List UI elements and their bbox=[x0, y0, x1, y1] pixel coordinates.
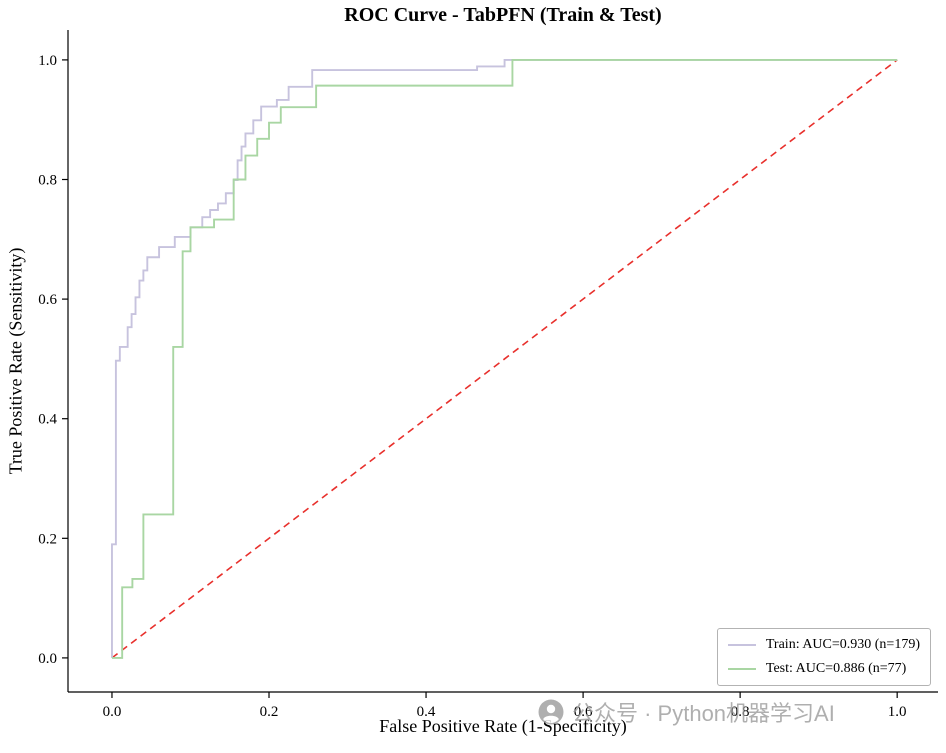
legend-line-sample bbox=[727, 668, 756, 670]
x-tick-label: 0.8 bbox=[731, 704, 750, 720]
legend: Train: AUC=0.930 (n=179) Test: AUC=0.886 … bbox=[716, 628, 931, 686]
watermark-text: 公众号 · Python机器学习AI bbox=[572, 701, 835, 726]
x-tick-label: 0.4 bbox=[417, 704, 436, 720]
y-tick-label: 0.2 bbox=[38, 531, 57, 547]
x-tick-label: 0.6 bbox=[574, 704, 593, 720]
test-roc-curve bbox=[111, 58, 898, 659]
chance-diagonal-line bbox=[111, 59, 898, 659]
y-tick-label: 1.0 bbox=[38, 53, 57, 69]
legend-line-sample bbox=[727, 644, 756, 646]
legend-entry-test: Test: AUC=0.886 (n=77) bbox=[727, 661, 920, 677]
train-roc-curve bbox=[111, 58, 898, 658]
y-tick-label: 0.0 bbox=[38, 651, 57, 667]
x-tick-label: 0.0 bbox=[103, 704, 122, 720]
legend-label: Train: AUC=0.930 (n=179) bbox=[765, 637, 920, 652]
chart-title: ROC Curve - TabPFN (Train & Test) bbox=[344, 4, 662, 26]
wechat-official-account-icon bbox=[538, 699, 564, 725]
y-tick-label: 0.8 bbox=[38, 173, 57, 189]
legend-label: Test: AUC=0.886 (n=77) bbox=[765, 661, 907, 676]
x-axis-label: False Positive Rate (1-Specificity) bbox=[379, 716, 627, 736]
y-axis-label: True Positive Rate (Sensitivity) bbox=[5, 247, 26, 475]
x-tick-label: 1.0 bbox=[888, 704, 907, 720]
y-tick-label: 0.6 bbox=[38, 292, 57, 308]
x-tick-label: 0.2 bbox=[260, 704, 279, 720]
watermark: 公众号 · Python机器学习AI bbox=[538, 696, 835, 728]
y-tick-label: 0.4 bbox=[38, 412, 57, 428]
legend-entry-train: Train: AUC=0.930 (n=179) bbox=[727, 637, 920, 653]
